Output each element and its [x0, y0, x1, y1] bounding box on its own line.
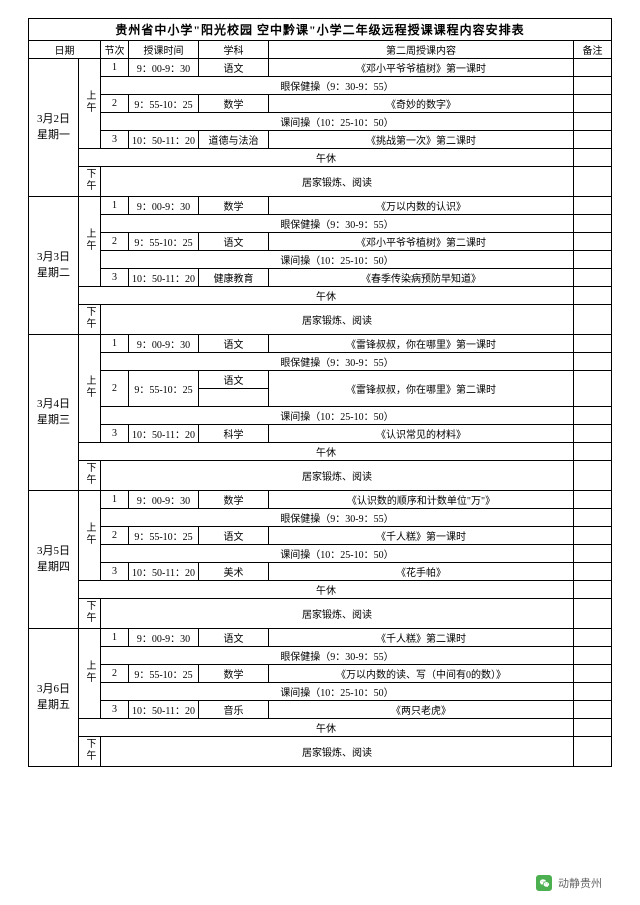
date-cell: 3月2日星期一 — [29, 59, 79, 197]
table-title: 贵州省中小学"阳光校园 空中黔课"小学二年级远程授课课程内容安排表 — [29, 19, 612, 41]
hdr-content: 第二周授课内容 — [269, 41, 574, 59]
hdr-date: 日期 — [29, 41, 101, 59]
lunch-break: 午休 — [79, 149, 574, 167]
content-cell: 《奇妙的数字》 — [269, 95, 574, 113]
period-num: 3 — [101, 131, 129, 149]
period-num: 1 — [101, 59, 129, 77]
date-cell: 3月3日星期二 — [29, 197, 79, 335]
home-activity: 居家锻炼、阅读 — [101, 167, 574, 197]
inter-break: 课间操（10：25-10：50） — [101, 113, 574, 131]
footer-text: 动静贵州 — [558, 875, 602, 891]
date-cell: 3月4日星期三 — [29, 335, 79, 491]
schedule-table: 贵州省中小学"阳光校园 空中黔课"小学二年级远程授课课程内容安排表 日期 节次 … — [28, 18, 612, 767]
hdr-time: 授课时间 — [129, 41, 199, 59]
eye-break: 眼保健操（9：30-9：55） — [101, 77, 574, 95]
period-num: 2 — [101, 95, 129, 113]
subject-cell: 语文 — [199, 59, 269, 77]
hdr-session: 节次 — [101, 41, 129, 59]
am-label: 上午 — [79, 629, 101, 719]
time-cell: 9：55-10：25 — [129, 95, 199, 113]
pm-label: 下午 — [79, 167, 101, 197]
content-cell: 《邓小平爷爷植树》第一课时 — [269, 59, 574, 77]
subject-cell: 数学 — [199, 95, 269, 113]
content-cell: 《挑战第一次》第二课时 — [269, 131, 574, 149]
am-label: 上午 — [79, 59, 101, 149]
wechat-icon — [536, 875, 552, 891]
subject-cell: 道德与法治 — [199, 131, 269, 149]
am-label: 上午 — [79, 491, 101, 581]
header-row: 日期 节次 授课时间 学科 第二周授课内容 备注 — [29, 41, 612, 59]
date-cell: 3月6日星期五 — [29, 629, 79, 767]
am-label: 上午 — [79, 197, 101, 287]
footer: 动静贵州 — [536, 875, 602, 891]
time-cell: 10：50-11：20 — [129, 131, 199, 149]
hdr-remark: 备注 — [573, 41, 611, 59]
date-cell: 3月5日星期四 — [29, 491, 79, 629]
am-label: 上午 — [79, 335, 101, 443]
remark-cell — [573, 59, 611, 77]
time-cell: 9：00-9：30 — [129, 59, 199, 77]
hdr-subject: 学科 — [199, 41, 269, 59]
